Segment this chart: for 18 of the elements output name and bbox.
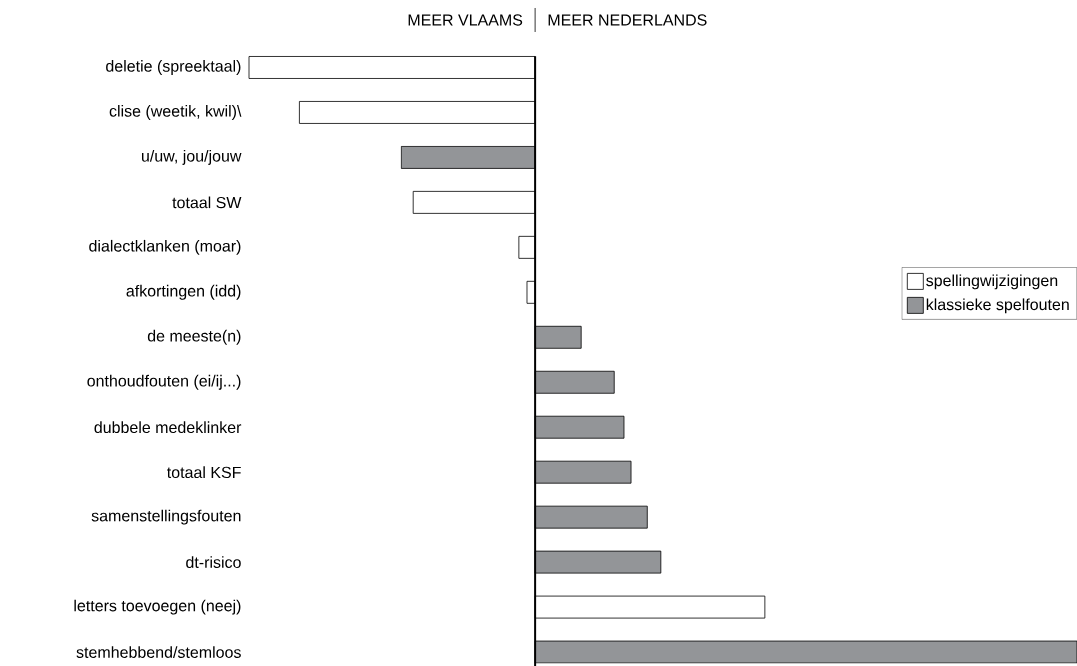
y-tick-label: dt-risico	[186, 556, 241, 568]
y-tick-label: deletie (spreektaal)	[106, 60, 241, 75]
y-tick-label: de meeste(n)	[147, 329, 241, 345]
text: MEER VLAAMS	[408, 14, 523, 26]
y-tick-label: u/uw, jou/jouw	[142, 149, 242, 165]
y-tick-label: totaal KSF	[167, 466, 241, 479]
legend-label: spellingwijzigingen	[926, 274, 1058, 290]
y-tick-label: dubbele medeklinker	[94, 421, 242, 434]
legend-label: klassieke spelfouten	[926, 298, 1069, 314]
y-tick-label: afkortingen (idd)	[126, 284, 241, 300]
y-tick-label: dialectklanken (moar)	[89, 239, 241, 255]
y-tick-label: stemhebbend/stemloos	[76, 646, 241, 658]
y-tick-label: letters toevoegen (neej)	[74, 599, 241, 615]
y-tick-label: onthoudfouten (ei/ij...)	[87, 374, 241, 390]
y-tick-label: clise (weetik, kwil)\	[109, 105, 242, 120]
y-tick-label: totaal SW	[172, 196, 242, 209]
y-tick-label: samenstellingsfouten	[91, 509, 241, 525]
text: MEER NEDERLANDS	[548, 14, 707, 26]
